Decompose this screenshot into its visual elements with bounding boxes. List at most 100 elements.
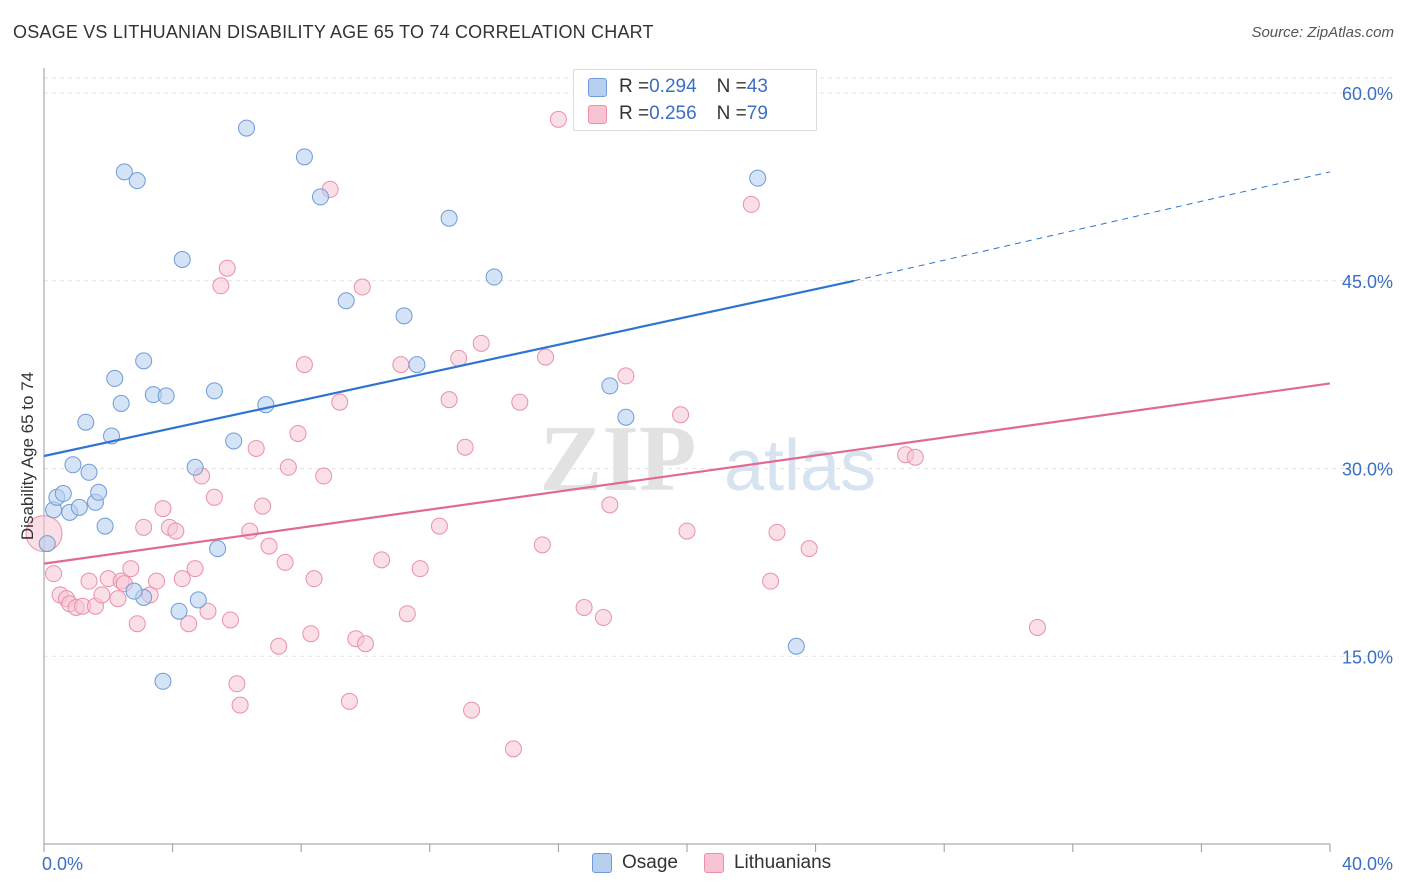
lithuanians-point [289,424,307,442]
lithuanians-points [25,110,1046,758]
lithuanians-point [601,496,619,514]
osage-legend-label: Osage [622,852,678,873]
watermark: ZIP atlas [540,407,876,511]
lithuanians-point [218,259,236,277]
lithuanians-point [205,488,223,506]
lithuanians-point [109,590,127,608]
lithuanians-point [260,537,278,555]
osage-point [154,672,172,690]
legend-row-lithuanians: R = 0.256 N = 79 [588,103,768,125]
lithuanians-point [906,448,924,466]
lithuanians-point [80,572,98,590]
osage-point [38,535,56,553]
osage-point [311,188,329,206]
bottom-legend-osage[interactable]: Osage [592,852,678,874]
bottom-legend: Osage Lithuanians [592,852,857,874]
y-tick-label: 60.0% [1342,84,1393,104]
lith-r-label: R = [619,103,650,124]
osage-n-value: 43 [746,76,768,97]
osage-point [77,413,95,431]
osage-point [209,540,227,558]
watermark-zip: ZIP [540,407,697,511]
osage-point [408,356,426,374]
lith-n-value: 79 [746,103,768,124]
lithuanians-point [411,560,429,578]
lithuanians-point [135,518,153,536]
osage-point [157,387,175,405]
lithuanians-point [430,517,448,535]
gridlines [44,77,1392,657]
lithuanians-point [1028,618,1046,636]
lithuanians-legend-swatch [703,853,724,873]
lithuanians-point [173,570,191,588]
chart-title: OSAGE VS LITHUANIAN DISABILITY AGE 65 TO… [13,22,654,42]
y-axis-label: Disability Age 65 to 74 [18,371,37,541]
x-tick-labels: 0.0% 40.0% [42,854,1393,874]
osage-point [96,517,114,535]
lithuanians-point [672,406,690,424]
x-tick-label: 40.0% [1342,854,1393,874]
legend-box: R = 0.294 N = 43 R = 0.256 N = 79 [573,69,817,131]
lithuanians-point [463,701,481,719]
lithuanians-point [247,439,265,457]
bottom-legend-lithuanians[interactable]: Lithuanians [703,852,832,874]
osage-point [54,485,72,503]
watermark-atlas: atlas [724,426,876,506]
lithuanians-point [617,367,635,385]
osage-point [64,456,82,474]
lithuanians-point [575,598,593,616]
lithuanians-point [122,560,140,578]
osage-point [112,394,130,412]
osage-r-value: 0.294 [649,76,697,97]
osage-point [295,148,313,166]
lithuanians-point [549,110,567,128]
legend-row-osage: R = 0.294 N = 43 [588,76,768,98]
lithuanians-point [340,692,358,710]
lithuanians-point [315,467,333,485]
osage-point [189,591,207,609]
osage-point [749,169,767,187]
lithuanians-point [357,635,374,653]
lithuanians-point [398,605,416,623]
lithuanians-point [331,393,349,411]
lithuanians-point [511,393,529,411]
lithuanians-point [392,356,410,374]
lithuanians-point [456,438,474,456]
lithuanians-point [276,553,294,571]
osage-point [128,172,146,190]
lithuanians-point [373,551,391,569]
osage-legend-swatch [592,853,612,873]
osage-trend-extension [854,171,1331,282]
trend-lines [43,171,1331,565]
lithuanians-point [167,522,185,540]
lithuanians-point [231,696,249,714]
y-tick-label: 45.0% [1342,272,1393,292]
lithuanians-point [472,334,490,352]
osage-point [70,498,88,516]
lithuanians-point [180,615,198,633]
y-tick-label: 15.0% [1342,647,1393,667]
lithuanians-point [678,522,696,540]
osage-point [186,458,204,476]
lithuanians-point [353,278,371,296]
lithuanians-point [537,348,555,366]
lithuanians-point [440,391,458,409]
lithuanians-legend-label: Lithuanians [733,852,832,873]
lithuanians-trend-line [43,382,1331,565]
osage-point [173,250,191,268]
lithuanians-point [212,277,230,295]
lithuanians-point [128,615,146,633]
lithuanians-point [800,540,818,558]
lithuanians-point [305,570,323,588]
osage-point [225,432,243,450]
lithuanians-point [279,458,297,476]
lithuanians-point [254,497,272,515]
lithuanians-point [742,195,760,213]
lith-r-value: 0.256 [649,103,697,124]
osage-point [337,292,355,310]
lithuanians-swatch [588,104,607,124]
osage-point [238,119,256,137]
lithuanians-point [594,608,612,626]
osage-point [135,352,153,370]
osage-point [125,582,143,600]
